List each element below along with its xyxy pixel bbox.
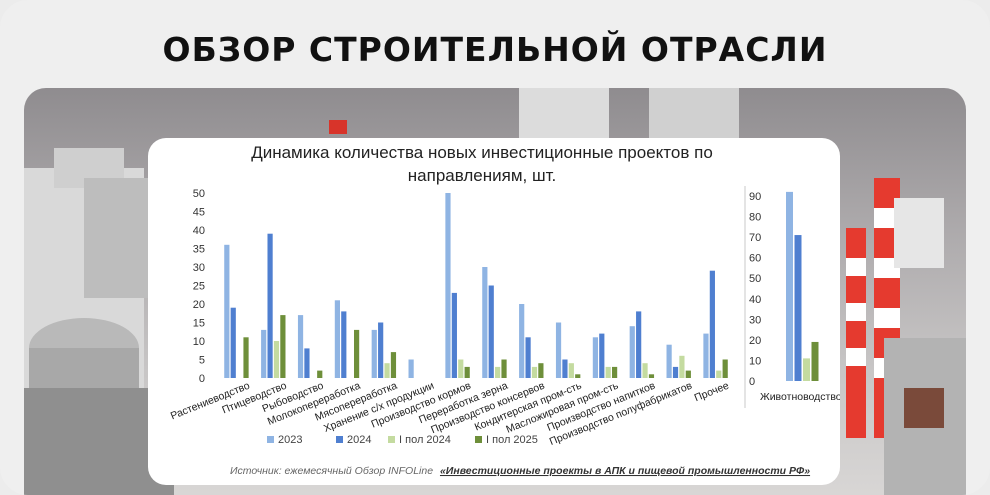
chart-title-line-1: Динамика количества новых инвестиционные… [251, 143, 713, 162]
source-note: Источник: ежемесячный Обзор INFOLine «Ин… [230, 465, 810, 477]
bar [612, 366, 618, 378]
bar [378, 322, 384, 378]
y-tick-label: 80 [749, 212, 761, 224]
y-tick-label: 40 [193, 225, 205, 237]
bar [495, 366, 501, 378]
bar [230, 307, 236, 378]
bar [716, 370, 722, 378]
x-tick-label: Прочее [693, 380, 731, 405]
y-tick-label: 60 [749, 253, 761, 265]
source-title: «Инвестиционные проекты в АПК и пищевой … [440, 465, 810, 477]
legend-label: 2024 [347, 434, 371, 446]
legend: 2023 2024 I пол 2024 I пол 2025 [267, 434, 538, 446]
bar [273, 341, 280, 378]
bar [280, 315, 286, 378]
y-tick-label: 5 [199, 355, 205, 367]
bar [642, 363, 648, 378]
bar [525, 337, 531, 378]
chart-title-line-2: направлениям, шт. [408, 166, 556, 185]
bar [341, 311, 347, 378]
x-tick-label: Животноводство [760, 391, 840, 403]
y-tick-label: 35 [193, 244, 205, 256]
main-chart: 05101520253035404550РастениеводствоПтице… [169, 188, 731, 448]
source-prefix: Источник: ежемесячный Обзор INFOLine [230, 465, 433, 477]
chart-svg: Динамика количества новых инвестиционные… [169, 143, 840, 477]
bar [317, 370, 323, 378]
bar [672, 366, 679, 378]
bar [371, 329, 377, 378]
bar [599, 333, 605, 378]
legend-label: I пол 2025 [486, 434, 538, 446]
y-tick-label: 10 [749, 355, 761, 367]
y-tick-label: 40 [749, 294, 761, 306]
bar [722, 359, 728, 378]
y-tick-label: 15 [193, 318, 205, 330]
bar [531, 366, 538, 378]
bar [786, 191, 793, 381]
chart-panel: Динамика количества новых инвестиционные… [148, 138, 840, 485]
bar [458, 359, 464, 378]
y-tick-label: 0 [749, 376, 755, 388]
y-tick-label: 20 [193, 299, 205, 311]
bar [384, 363, 390, 378]
bar [629, 326, 635, 378]
bar [538, 363, 544, 378]
bar [482, 267, 488, 378]
bar [354, 329, 360, 378]
bar [685, 370, 691, 378]
bar [679, 355, 685, 378]
bar [408, 359, 414, 378]
legend-swatch [267, 436, 274, 443]
bar [334, 300, 340, 378]
legend-swatch [336, 436, 343, 443]
bar [445, 193, 451, 378]
bar [297, 315, 304, 378]
bar [648, 374, 655, 378]
bar [555, 322, 562, 378]
y-tick-label: 25 [193, 281, 205, 293]
bar [605, 366, 611, 378]
bar [488, 285, 494, 378]
bar [636, 311, 642, 378]
bar [501, 359, 507, 378]
y-tick-label: 30 [193, 262, 205, 274]
y-tick-label: 30 [749, 314, 761, 326]
bar [451, 292, 457, 378]
legend-label: I пол 2024 [399, 434, 451, 446]
bar [464, 366, 470, 378]
bar [811, 341, 819, 381]
bar [575, 374, 581, 378]
background-illustration [24, 88, 966, 495]
y-tick-label: 90 [749, 191, 761, 203]
bar [666, 344, 672, 378]
bar [261, 329, 267, 378]
bar [243, 337, 249, 378]
y-tick-label: 50 [749, 273, 761, 285]
bar [709, 270, 715, 378]
bar [592, 337, 598, 378]
bar [794, 235, 802, 381]
y-tick-label: 50 [193, 188, 205, 200]
bar [703, 333, 709, 378]
legend-swatch [475, 436, 482, 443]
page-title: ОБЗОР СТРОИТЕЛЬНОЙ ОТРАСЛИ [162, 30, 828, 69]
bar [390, 352, 397, 378]
bar [304, 348, 310, 378]
y-tick-label: 0 [199, 373, 205, 385]
y-tick-label: 45 [193, 207, 205, 219]
bar [568, 363, 574, 378]
bar [803, 358, 810, 381]
bar [267, 233, 273, 378]
y-tick-label: 10 [193, 336, 205, 348]
legend-swatch [388, 436, 395, 443]
y-tick-label: 70 [749, 232, 761, 244]
bar [224, 244, 230, 378]
bar [562, 359, 568, 378]
y-tick-label: 20 [749, 335, 761, 347]
legend-label: 2023 [278, 434, 302, 446]
bar [519, 304, 525, 378]
side-chart: 0 10 20 30 40 50 60 70 80 90 Животноводство [744, 186, 840, 408]
